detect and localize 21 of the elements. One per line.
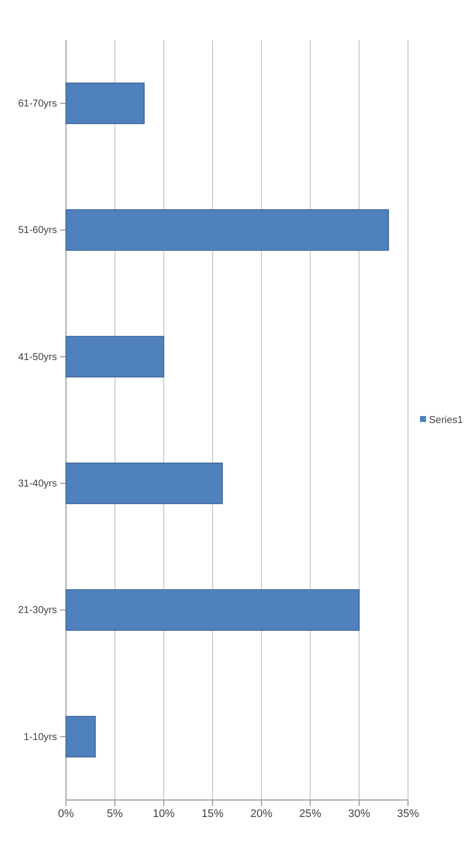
x-tick-label: 15% [202, 808, 224, 820]
y-tick-label: 51-60yrs [18, 225, 57, 236]
bar [66, 209, 389, 251]
bar [66, 82, 145, 124]
x-tick-label: 0% [58, 808, 74, 820]
bar [66, 462, 223, 504]
y-tick-label: 31-40yrs [18, 478, 57, 490]
bar [66, 589, 360, 631]
y-tick-label: 61-70yrs [18, 98, 57, 110]
y-tick-label: 1-10yrs [24, 732, 57, 743]
bar [66, 336, 164, 378]
x-tick-label: 30% [348, 808, 370, 820]
bar [66, 716, 96, 758]
x-tick-label: 10% [152, 808, 175, 820]
x-tick-label: 20% [250, 808, 273, 820]
x-tick-label: 25% [299, 808, 322, 820]
y-tick-label: 41-50yrs [18, 352, 57, 363]
x-tick-label: 5% [106, 808, 124, 820]
x-tick-label: 35% [396, 808, 420, 820]
legend-label: Series1 [429, 415, 464, 426]
y-tick-label: 21-30yrs [18, 605, 57, 616]
